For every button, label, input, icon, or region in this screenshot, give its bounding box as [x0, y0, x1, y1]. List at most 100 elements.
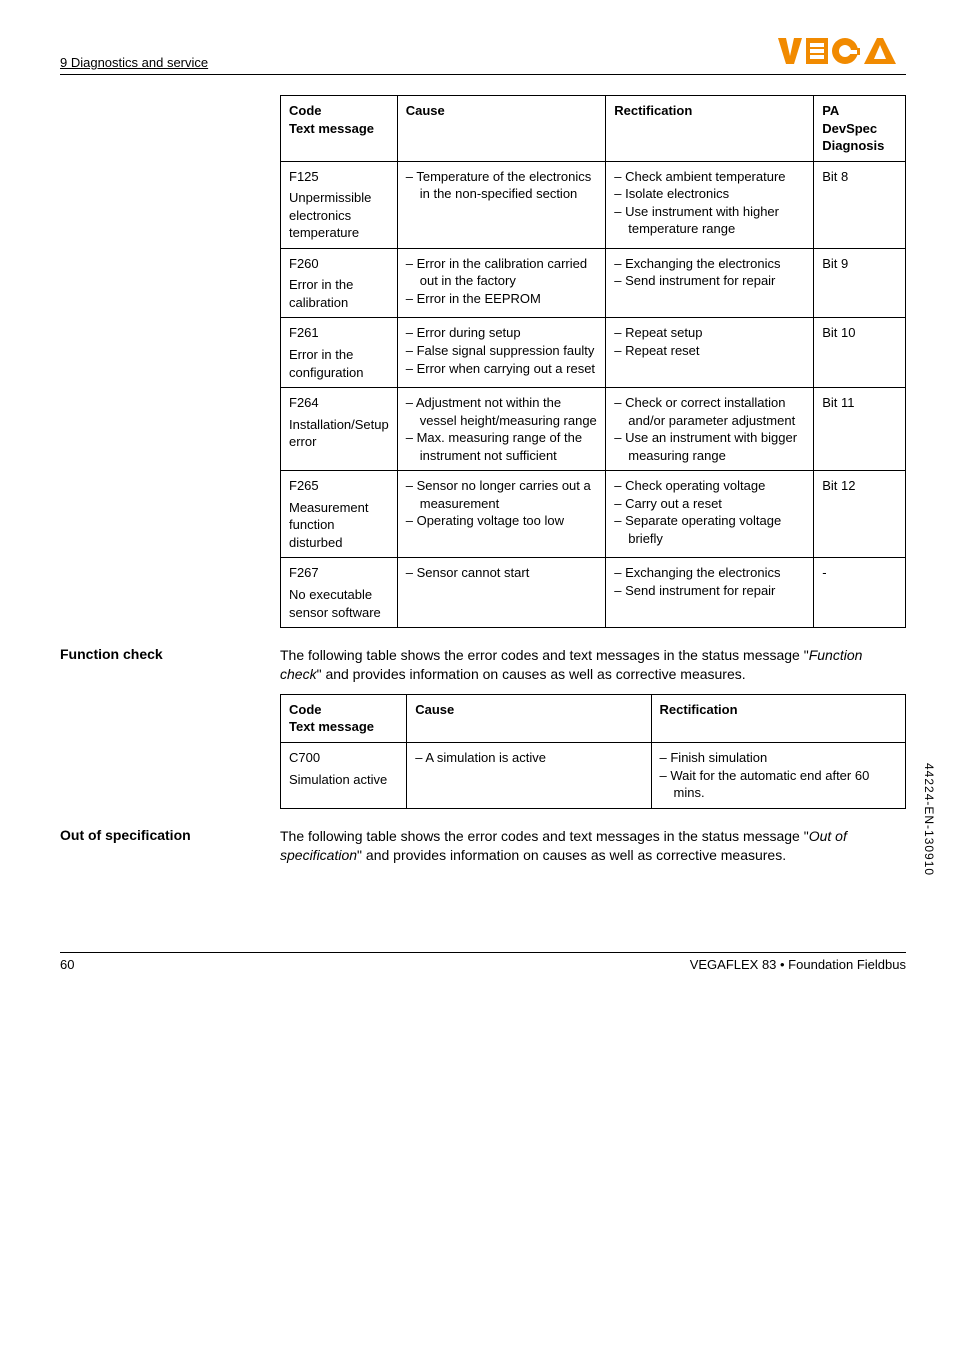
list-item: Adjustment not within the vessel height/… — [406, 394, 598, 429]
list-item: Send instrument for repair — [614, 272, 805, 290]
th-code-sub: Text message — [289, 120, 389, 138]
cell-pa: Bit 12 — [814, 471, 906, 558]
list-item: A simulation is active — [415, 749, 642, 767]
code-text: Error in the calibration — [289, 276, 389, 311]
th2-code: Code Text message — [281, 694, 407, 742]
code-text: Installation/Setup error — [289, 416, 389, 451]
th2-code-main: Code — [289, 701, 398, 719]
list-item: Check or correct installation and/or par… — [614, 394, 805, 429]
code-value: F267 — [289, 564, 389, 582]
cell-code: F267 No executable sensor software — [281, 558, 398, 628]
th-code-main: Code — [289, 102, 389, 120]
cell-pa: Bit 11 — [814, 388, 906, 471]
list-item: Check operating voltage — [614, 477, 805, 495]
cell-rectification: Exchanging the electronicsSend instrumen… — [606, 248, 814, 318]
th2-rect: Rectification — [651, 694, 905, 742]
cell-code: F264 Installation/Setup error — [281, 388, 398, 471]
cell-code: F125Unpermissible electronics temperatur… — [281, 161, 398, 248]
list-item: Isolate electronics — [614, 185, 805, 203]
cell-cause: Temperature of the electronics in the no… — [397, 161, 606, 248]
list-item: Carry out a reset — [614, 495, 805, 513]
list-item: Separate operating voltage briefly — [614, 512, 805, 547]
table-row: F264 Installation/Setup error Adjustment n… — [281, 388, 906, 471]
os-post: " and provides information on causes as … — [357, 847, 786, 863]
footer-rule — [60, 952, 906, 953]
fc-pre: The following table shows the error code… — [280, 647, 809, 663]
th2-cause: Cause — [407, 694, 651, 742]
list-item: Error during setup — [406, 324, 598, 342]
document-code: 44224-EN-130910 — [922, 763, 936, 876]
table-row: F267 No executable sensor software Sensor … — [281, 558, 906, 628]
list-item: Use an instrument with bigger measuring … — [614, 429, 805, 464]
cell-cause: Error in the calibration carried out in … — [397, 248, 606, 318]
list-item: Exchanging the electronics — [614, 564, 805, 582]
cell-pa: Bit 10 — [814, 318, 906, 388]
table-row: F265 Measurement function disturbed Sensor… — [281, 471, 906, 558]
list-item: Error in the EEPROM — [406, 290, 598, 308]
code-text: No executable sensor software — [289, 586, 389, 621]
th2-code-sub: Text message — [289, 718, 398, 736]
out-of-spec-label: Out of specification — [60, 827, 260, 843]
list-item: Operating voltage too low — [406, 512, 598, 530]
th-cause: Cause — [397, 96, 606, 162]
list-item: Repeat setup — [614, 324, 805, 342]
function-check-para: The following table shows the error code… — [280, 646, 906, 684]
list-item: False signal suppression faulty — [406, 342, 598, 360]
function-check-table: Code Text message Cause Rectification C7… — [280, 694, 906, 809]
cell-code: F265 Measurement function disturbed — [281, 471, 398, 558]
code-value: F260 — [289, 255, 389, 273]
list-item: Sensor cannot start — [406, 564, 598, 582]
table-row: F125Unpermissible electronics temperatur… — [281, 161, 906, 248]
list-item: Use instrument with higher temperature r… — [614, 203, 805, 238]
list-item: Sensor no longer carries out a measureme… — [406, 477, 598, 512]
os-pre: The following table shows the error code… — [280, 828, 809, 844]
list-item: Exchanging the electronics — [614, 255, 805, 273]
cell-cause: Error during setupFalse signal suppressi… — [397, 318, 606, 388]
code-value: F261 — [289, 324, 389, 342]
list-item: Check ambient temperature — [614, 168, 805, 186]
th-code: Code Text message — [281, 96, 398, 162]
th-pa-sub: Diagnosis — [822, 137, 897, 155]
error-codes-table: Code Text message Cause Rectification PA… — [280, 95, 906, 628]
list-item: Finish simulation — [660, 749, 897, 767]
cell-rectification: Finish simulationWait for the automatic … — [651, 743, 905, 809]
code-text: Simulation active — [289, 771, 398, 789]
out-of-spec-para: The following table shows the error code… — [280, 827, 906, 865]
page-header: 9 Diagnostics and service — [60, 34, 906, 70]
cell-rectification: Check operating voltageCarry out a reset… — [606, 471, 814, 558]
list-item: Max. measuring range of the instrument n… — [406, 429, 598, 464]
vega-logo — [776, 34, 906, 70]
cell-cause: Sensor cannot start — [397, 558, 606, 628]
cell-pa: - — [814, 558, 906, 628]
code-text: Measurement function disturbed — [289, 499, 389, 552]
page-number: 60 — [60, 957, 74, 972]
list-item: Error when carrying out a reset — [406, 360, 598, 378]
section-title: 9 Diagnostics and service — [60, 55, 208, 70]
th-pa: PA DevSpec Diagnosis — [814, 96, 906, 162]
cell-cause: Adjustment not within the vessel height/… — [397, 388, 606, 471]
table-row: C700 Simulation active A simulation is act… — [281, 743, 906, 809]
fc-post: " and provides information on causes as … — [317, 666, 746, 682]
th-rect: Rectification — [606, 96, 814, 162]
table-row: F261Error in the configurationError duri… — [281, 318, 906, 388]
product-name: VEGAFLEX 83 • Foundation Fieldbus — [690, 957, 906, 972]
code-value: C700 — [289, 749, 398, 767]
cell-pa: Bit 8 — [814, 161, 906, 248]
cell-rectification: Check or correct installation and/or par… — [606, 388, 814, 471]
code-value: F264 — [289, 394, 389, 412]
cell-code: F260 Error in the calibration — [281, 248, 398, 318]
list-item: Repeat reset — [614, 342, 805, 360]
cell-rectification: Exchanging the electronicsSend instrumen… — [606, 558, 814, 628]
page-footer: 60 VEGAFLEX 83 • Foundation Fieldbus — [60, 957, 906, 972]
list-item: Send instrument for repair — [614, 582, 805, 600]
th-pa-main: PA DevSpec — [822, 102, 897, 137]
code-text: Error in the configuration — [289, 346, 389, 381]
cell-cause: Sensor no longer carries out a measureme… — [397, 471, 606, 558]
list-item: Error in the calibration carried out in … — [406, 255, 598, 290]
cell-code: F261 Error in the configuration — [281, 318, 398, 388]
table-row: F260 Error in the calibration Error in the… — [281, 248, 906, 318]
header-rule — [60, 74, 906, 75]
code-value: F265 — [289, 477, 389, 495]
function-check-label: Function check — [60, 646, 260, 662]
code-value: F125 — [289, 168, 389, 186]
